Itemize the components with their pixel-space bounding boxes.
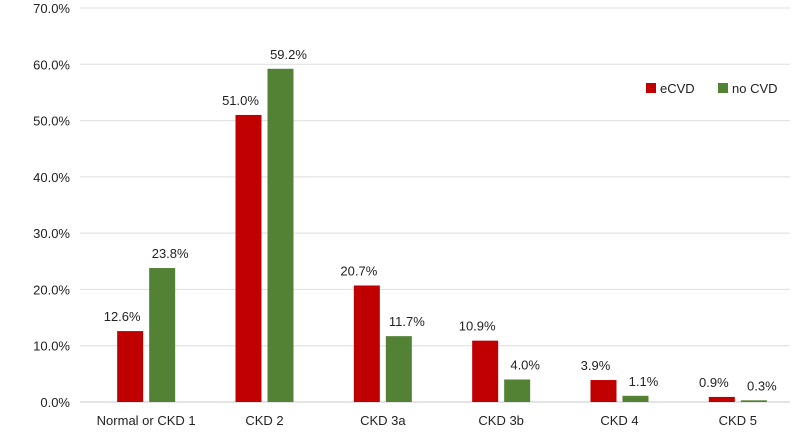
data-label: 3.9% — [581, 358, 611, 373]
data-label: 10.9% — [459, 319, 496, 334]
legend: eCVD no CVD — [646, 81, 778, 96]
x-axis: Normal or CKD 1 CKD 2 CKD 3a CKD 3b CKD 4 CKD… — [97, 413, 757, 428]
data-label: 11.7% — [389, 314, 425, 329]
bar-ecvd — [708, 396, 735, 402]
y-tick-label: 10.0% — [33, 339, 70, 354]
bars — [117, 68, 767, 402]
data-label: 0.9% — [699, 375, 729, 390]
bar-no-cvd — [385, 336, 412, 402]
x-tick-label: Normal or CKD 1 — [97, 413, 196, 428]
legend-label: no CVD — [732, 81, 778, 96]
data-label: 20.7% — [340, 263, 377, 278]
y-tick-label: 70.0% — [33, 1, 70, 16]
data-label: 0.3% — [747, 378, 777, 393]
y-tick-label: 30.0% — [33, 226, 70, 241]
y-axis: 0.0% 10.0% 20.0% 30.0% 40.0% 50.0% 60.0% 70.0% — [33, 1, 70, 410]
y-tick-label: 50.0% — [33, 114, 70, 129]
bar-ecvd — [117, 331, 144, 402]
y-tick-label: 20.0% — [33, 282, 70, 297]
x-tick-label: CKD 2 — [245, 413, 283, 428]
data-label: 23.8% — [152, 246, 189, 261]
bar-no-cvd — [740, 400, 767, 402]
gridlines — [80, 7, 790, 403]
y-tick-label: 0.0% — [40, 395, 70, 410]
data-label: 1.1% — [629, 374, 659, 389]
y-tick-label: 60.0% — [33, 57, 70, 72]
data-label: 12.6% — [104, 309, 141, 324]
data-label: 51.0% — [222, 93, 259, 108]
legend-label: eCVD — [660, 81, 695, 96]
x-tick-label: CKD 5 — [719, 413, 757, 428]
x-tick-label: CKD 3a — [360, 413, 406, 428]
data-label: 59.2% — [270, 47, 307, 62]
bar-ecvd — [472, 340, 499, 402]
y-tick-label: 40.0% — [33, 170, 70, 185]
bar-no-cvd — [149, 268, 176, 402]
data-labels: 12.6% 23.8% 51.0% 59.2% 20.7% 11.7% 10.9% 4.0% 3… — [104, 47, 777, 394]
bar-no-cvd — [504, 379, 531, 402]
data-label: 4.0% — [510, 357, 540, 372]
legend-swatch — [718, 83, 728, 93]
bar-ecvd — [590, 380, 617, 402]
bar-ecvd — [235, 114, 262, 402]
bar-no-cvd — [622, 395, 649, 402]
x-tick-label: CKD 4 — [600, 413, 638, 428]
x-tick-label: CKD 3b — [478, 413, 524, 428]
legend-swatch — [646, 83, 656, 93]
bar-ecvd — [353, 285, 380, 402]
bar-no-cvd — [267, 68, 294, 402]
